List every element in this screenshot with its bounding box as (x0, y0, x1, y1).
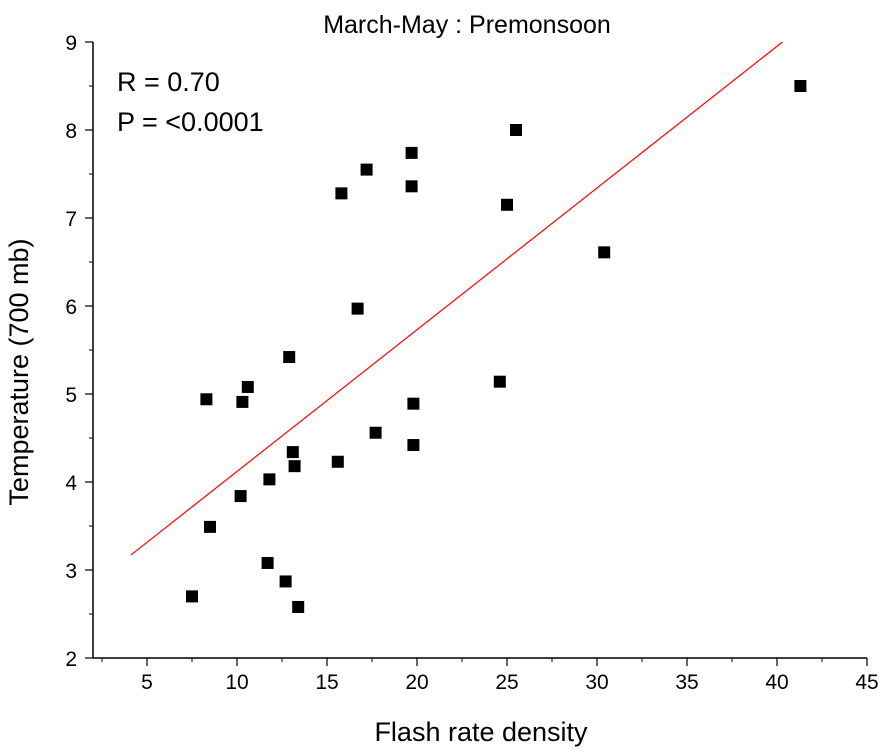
x-tick-label: 20 (405, 671, 428, 694)
data-point (794, 80, 807, 92)
data-point (186, 590, 198, 603)
data-point (263, 473, 276, 486)
data-point (405, 146, 418, 159)
data-point (335, 187, 348, 200)
x-tick-label: 25 (495, 671, 518, 694)
data-point (279, 575, 292, 588)
y-axis-title: Temperature (700 mb) (4, 238, 34, 505)
data-point (405, 180, 418, 193)
y-tick-label: 8 (65, 120, 77, 143)
x-tick-label: 10 (225, 671, 248, 694)
data-point (369, 426, 382, 439)
data-point (204, 520, 216, 533)
y-tick-label: 9 (65, 32, 77, 55)
data-point (234, 490, 247, 503)
data-point (288, 460, 301, 473)
data-point (501, 198, 513, 211)
annotation-p-value: P = <0.0001 (117, 107, 264, 137)
data-point (407, 397, 420, 410)
x-tick-label: 35 (675, 671, 698, 694)
y-tick-label: 3 (65, 560, 77, 583)
y-tick-label: 5 (65, 384, 77, 407)
data-point (407, 439, 420, 452)
y-tick-label: 4 (65, 472, 77, 495)
y-tick-label: 7 (65, 208, 77, 231)
regression-line (130, 41, 783, 556)
fit-line-layer (130, 41, 783, 556)
data-point (236, 395, 249, 408)
data-point (351, 302, 364, 315)
x-tick-label: 40 (765, 671, 788, 694)
data-point (283, 351, 296, 364)
data-point (360, 163, 373, 176)
data-point (331, 455, 344, 468)
data-point (200, 393, 213, 406)
annotation-r-value: R = 0.70 (117, 67, 220, 97)
x-axis-title: Flash rate density (374, 717, 588, 747)
data-point (261, 556, 274, 569)
chart-title: March-May : Premonsoon (323, 11, 611, 39)
y-tick-label: 2 (65, 648, 77, 671)
x-tick-label: 30 (585, 671, 608, 694)
x-tick-label: 15 (315, 671, 338, 694)
data-point (510, 124, 522, 136)
data-point (598, 246, 611, 259)
data-points-layer (186, 80, 807, 613)
data-point (241, 380, 254, 393)
data-point (292, 600, 305, 613)
data-point (286, 446, 299, 459)
data-point (493, 375, 506, 388)
x-tick-label: 45 (855, 671, 878, 694)
y-tick-label: 6 (65, 296, 77, 319)
x-tick-label: 5 (141, 671, 153, 694)
